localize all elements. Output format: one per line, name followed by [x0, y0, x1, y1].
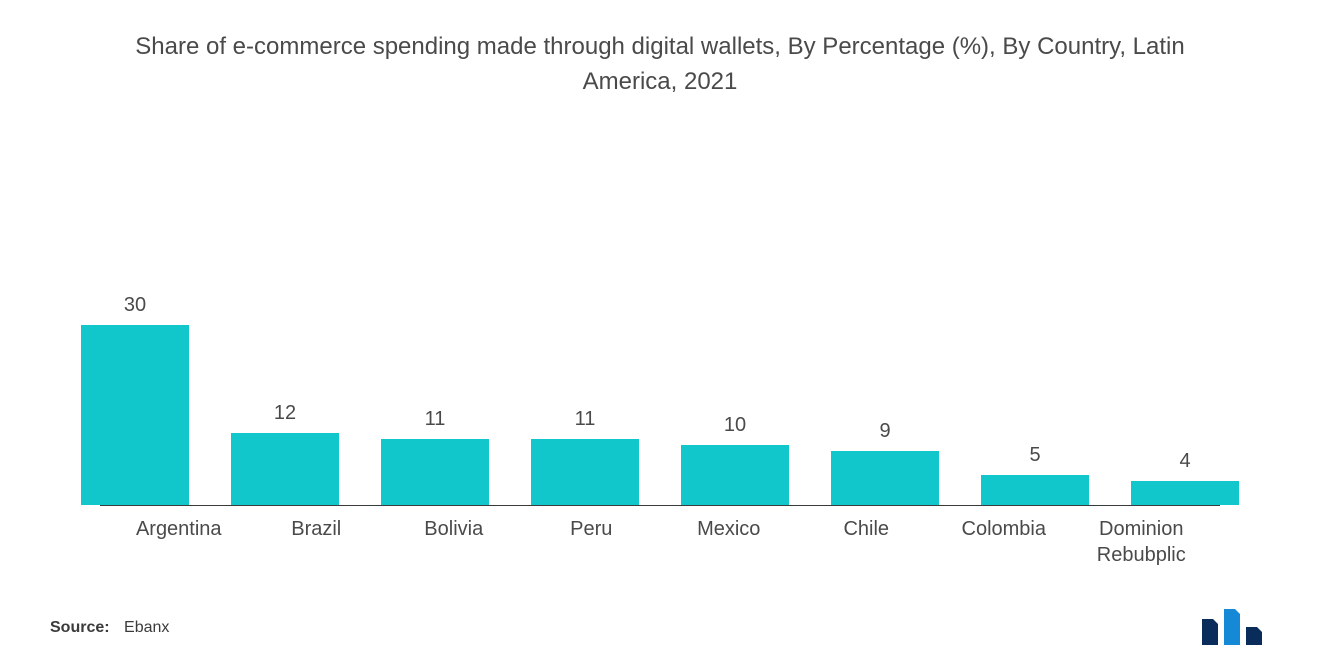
bar-value-label: 4 — [1179, 450, 1190, 473]
x-axis-label: Dominion Rebubplic — [1073, 516, 1211, 568]
bar-value-label: 5 — [1029, 444, 1040, 467]
bar — [1131, 481, 1239, 505]
bar — [831, 451, 939, 505]
bar-value-label: 10 — [724, 414, 746, 437]
chart-container: Share of e-commerce spending made throug… — [0, 0, 1320, 665]
bar — [381, 439, 489, 505]
x-axis-label: Chile — [798, 516, 936, 568]
bar — [981, 475, 1089, 505]
bar — [681, 445, 789, 505]
x-axis-label: Brazil — [248, 516, 386, 568]
x-axis-label: Mexico — [660, 516, 798, 568]
bar — [531, 439, 639, 505]
chart-title: Share of e-commerce spending made throug… — [110, 30, 1210, 100]
chart-plot-area: 30 12 11 11 10 9 5 4 — [50, 195, 1270, 505]
bar-value-label: 12 — [274, 402, 296, 425]
x-axis-label: Argentina — [110, 516, 248, 568]
bar-group: 4 — [1110, 195, 1260, 505]
bar-value-label: 11 — [575, 408, 596, 431]
bar-group: 5 — [960, 195, 1110, 505]
bar-group: 11 — [360, 195, 510, 505]
x-axis-label: Peru — [523, 516, 661, 568]
x-axis-label: Colombia — [935, 516, 1073, 568]
source-attribution: Source: Ebanx — [50, 619, 169, 637]
source-label: Source: — [50, 619, 110, 636]
bar-value-label: 9 — [879, 420, 890, 443]
bar-group: 10 — [660, 195, 810, 505]
bar — [231, 433, 339, 505]
bar-group: 12 — [210, 195, 360, 505]
bar-group: 30 — [60, 195, 210, 505]
source-value: Ebanx — [124, 619, 169, 636]
bar-group: 11 — [510, 195, 660, 505]
bar — [81, 325, 189, 505]
publisher-logo — [1202, 605, 1270, 645]
bar-group: 9 — [810, 195, 960, 505]
x-labels-row: ArgentinaBrazilBoliviaPeruMexicoChileCol… — [100, 506, 1220, 568]
x-axis-label: Bolivia — [385, 516, 523, 568]
bar-value-label: 11 — [425, 408, 446, 431]
bar-value-label: 30 — [124, 294, 146, 317]
